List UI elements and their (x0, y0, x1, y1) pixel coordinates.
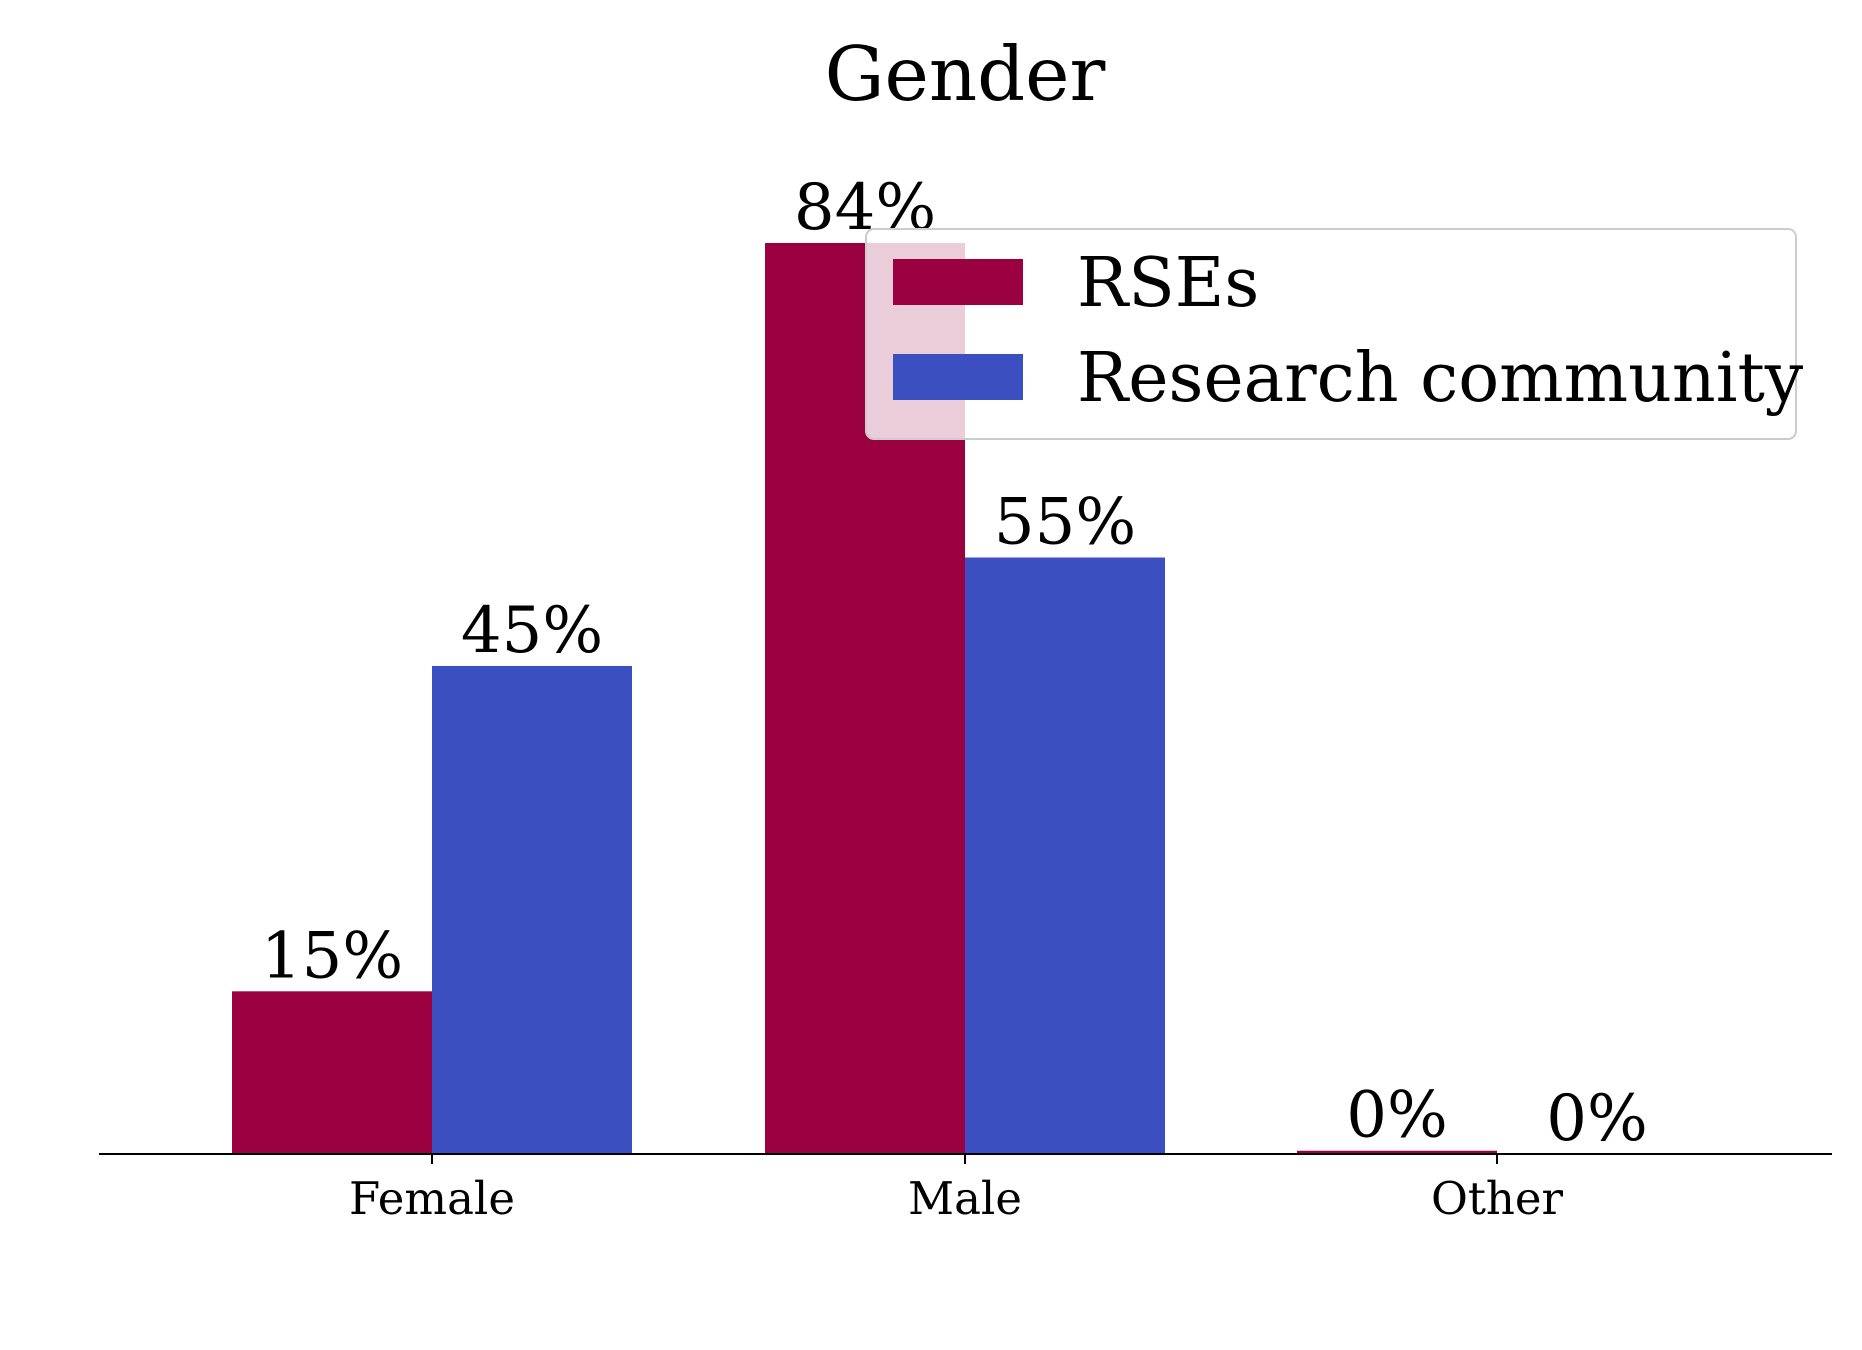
x-tick-label-male: Male (908, 1172, 1022, 1225)
x-tick-label-other: Other (1431, 1172, 1564, 1225)
x-axis: Female Male Other (99, 1153, 1832, 1225)
bar-rses-female (232, 991, 432, 1154)
legend-swatch-rses (893, 259, 1023, 305)
chart-title: Gender (825, 30, 1106, 118)
data-label-research-community-other: 0% (1546, 1082, 1648, 1156)
legend: RSEs Research community (865, 228, 1804, 440)
legend-box (865, 228, 1797, 440)
data-label-rses-female: 15% (261, 919, 403, 993)
bar-research-community-female (432, 665, 632, 1154)
legend-label-rses: RSEs (1077, 244, 1259, 323)
x-tick-label-female: Female (349, 1172, 515, 1225)
data-label-research-community-male: 55% (994, 486, 1136, 560)
bar-rses-other (1297, 1150, 1497, 1154)
bar-research-community-male (965, 557, 1165, 1154)
data-label-rses-other: 0% (1346, 1079, 1448, 1153)
legend-swatch-research-community (893, 354, 1023, 400)
data-labels-layer: 15%84%0%45%55%0% (261, 171, 1648, 1156)
legend-label-research-community: Research community (1077, 339, 1804, 418)
data-label-research-community-female: 45% (461, 594, 603, 668)
